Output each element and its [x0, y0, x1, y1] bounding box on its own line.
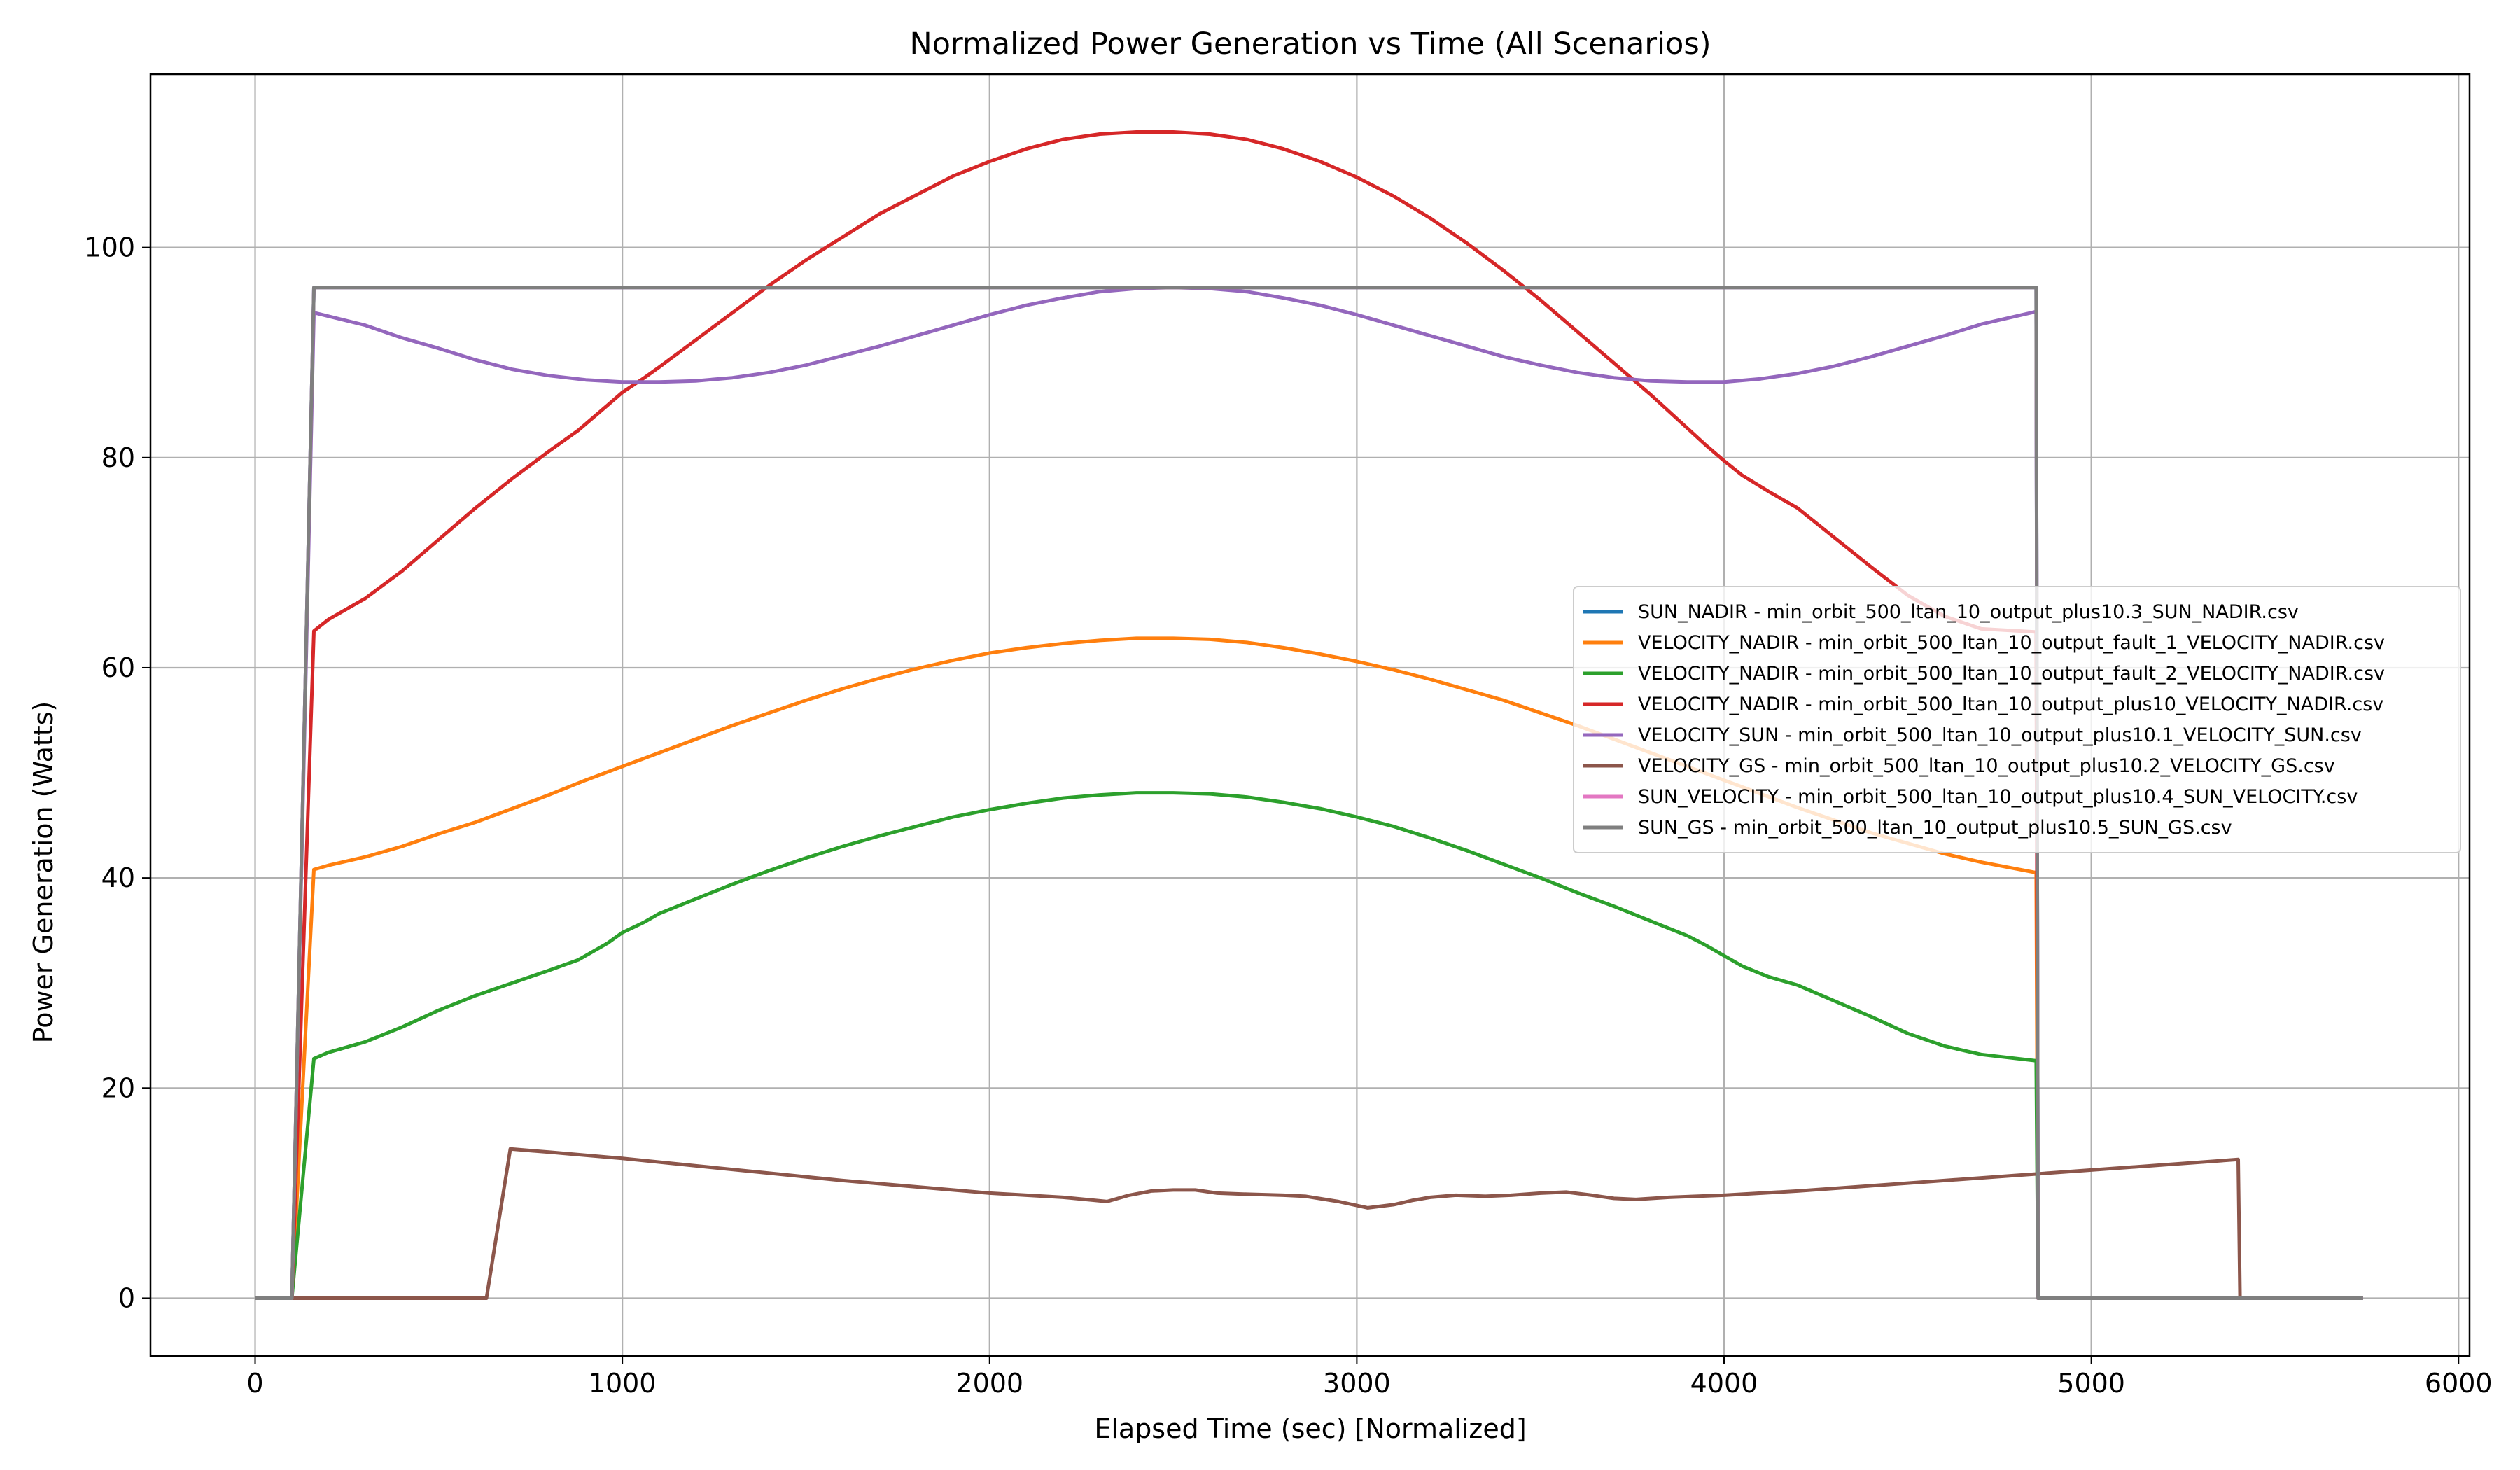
x-axis: 0 1000 2000 3000 4000 5000 6000	[246, 1356, 2493, 1399]
y-axis: 0 20 40 60 80 100	[84, 232, 150, 1313]
x-tick-label: 2000	[955, 1368, 1023, 1399]
y-tick-label: 40	[102, 862, 135, 893]
y-tick-label: 20	[102, 1072, 135, 1103]
legend: SUN_NADIR - min_orbit_500_ltan_10_output…	[1573, 586, 2461, 853]
legend-label: SUN_VELOCITY - min_orbit_500_ltan_10_out…	[1638, 786, 2358, 808]
chart-title: Normalized Power Generation vs Time (All…	[909, 27, 1711, 62]
series-lines	[255, 130, 2363, 1300]
series-line-3	[255, 791, 2363, 1300]
legend-label: VELOCITY_NADIR - min_orbit_500_ltan_10_o…	[1638, 632, 2385, 654]
y-tick-label: 0	[118, 1282, 135, 1313]
legend-box	[1573, 586, 2461, 853]
x-axis-label: Elapsed Time (sec) [Normalized]	[1094, 1413, 1526, 1444]
x-tick-label: 0	[246, 1368, 263, 1399]
x-tick-label: 1000	[589, 1368, 657, 1399]
series-line-6	[255, 1147, 2363, 1300]
y-axis-label: Power Generation (Watts)	[28, 701, 59, 1044]
plot-frame	[149, 73, 2471, 1357]
legend-label: VELOCITY_GS - min_orbit_500_ltan_10_outp…	[1638, 755, 2335, 777]
legend-label: VELOCITY_NADIR - min_orbit_500_ltan_10_o…	[1638, 694, 2384, 715]
x-tick-label: 5000	[2057, 1368, 2125, 1399]
series-line-8	[255, 286, 2363, 1300]
y-tick-label: 80	[102, 442, 135, 473]
legend-label: SUN_NADIR - min_orbit_500_ltan_10_output…	[1638, 601, 2299, 623]
x-tick-label: 3000	[1323, 1368, 1391, 1399]
legend-label: VELOCITY_SUN - min_orbit_500_ltan_10_out…	[1638, 724, 2362, 746]
series-line-4	[255, 130, 2363, 1300]
legend-label: VELOCITY_NADIR - min_orbit_500_ltan_10_o…	[1638, 663, 2385, 685]
legend-label: SUN_GS - min_orbit_500_ltan_10_output_pl…	[1638, 817, 2232, 839]
x-tick-label: 6000	[2425, 1368, 2493, 1399]
y-tick-label: 60	[102, 652, 135, 683]
x-tick-label: 4000	[1690, 1368, 1758, 1399]
y-tick-label: 100	[84, 232, 135, 263]
